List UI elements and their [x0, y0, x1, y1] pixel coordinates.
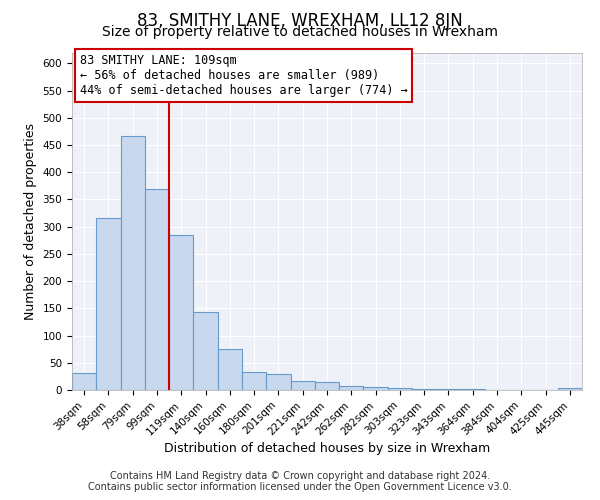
Bar [218, 348, 242, 390]
Bar [412, 389, 436, 390]
Bar [121, 136, 145, 390]
Text: 83, SMITHY LANE, WREXHAM, LL12 8JN: 83, SMITHY LANE, WREXHAM, LL12 8JN [137, 12, 463, 30]
Bar [169, 236, 193, 390]
Bar [72, 372, 96, 390]
Bar [388, 388, 412, 390]
Bar [364, 386, 388, 390]
X-axis label: Distribution of detached houses by size in Wrexham: Distribution of detached houses by size … [164, 442, 490, 455]
Bar [193, 312, 218, 390]
Text: 83 SMITHY LANE: 109sqm
← 56% of detached houses are smaller (989)
44% of semi-de: 83 SMITHY LANE: 109sqm ← 56% of detached… [80, 54, 407, 97]
Bar [266, 374, 290, 390]
Y-axis label: Number of detached properties: Number of detached properties [24, 122, 37, 320]
Text: Size of property relative to detached houses in Wrexham: Size of property relative to detached ho… [102, 25, 498, 39]
Bar [145, 189, 169, 390]
Bar [242, 372, 266, 390]
Bar [315, 382, 339, 390]
Bar [290, 382, 315, 390]
Text: Contains HM Land Registry data © Crown copyright and database right 2024.
Contai: Contains HM Land Registry data © Crown c… [88, 471, 512, 492]
Bar [96, 218, 121, 390]
Bar [558, 388, 582, 390]
Bar [339, 386, 364, 390]
